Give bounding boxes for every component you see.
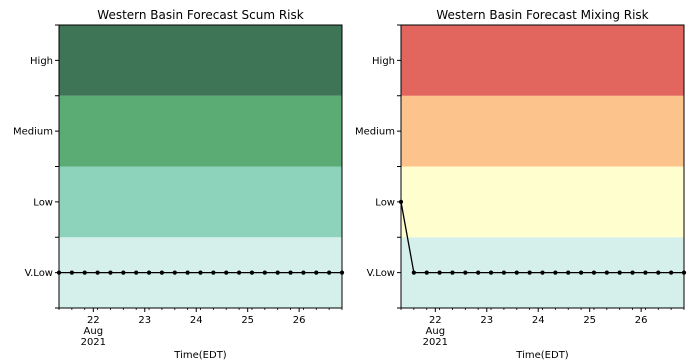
data-point (411, 270, 416, 275)
data-point (514, 270, 519, 275)
data-point (301, 270, 306, 275)
x-tick-label: 23 (138, 315, 151, 326)
data-point (463, 270, 468, 275)
x-tick-label: 26 (293, 315, 306, 326)
data-point (108, 270, 113, 275)
x-tick-label: 23 (480, 315, 493, 326)
data-point (185, 270, 190, 275)
data-point (69, 270, 74, 275)
data-point (82, 270, 87, 275)
plot-frame (58, 24, 343, 309)
x-tick-label: 24 (190, 315, 203, 326)
data-point (527, 270, 532, 275)
data-point (566, 270, 571, 275)
data-point (437, 270, 442, 275)
data-point (630, 270, 635, 275)
risk-band-high (59, 25, 342, 96)
chart-title: Western Basin Forecast Mixing Risk (436, 8, 648, 22)
y-tick-label: Medium (13, 127, 53, 138)
y-tick-label: V.Low (367, 268, 395, 279)
data-point (553, 270, 558, 275)
data-point (121, 270, 126, 275)
x-tick-label: 22 (87, 315, 100, 326)
risk-band-medium (401, 95, 684, 167)
y-tick-label: Low (33, 197, 53, 208)
y-tick-label: Medium (355, 127, 395, 138)
x-tick-label: 26 (635, 315, 648, 326)
data-point (669, 270, 674, 275)
x-month-label: Aug (84, 326, 104, 337)
data-point (262, 270, 267, 275)
data-point (159, 270, 165, 275)
x-tick-label: 25 (241, 315, 254, 326)
risk-band-low (59, 166, 342, 238)
x-year-label: 2021 (423, 337, 448, 348)
data-point (236, 270, 242, 275)
x-tick-label: 25 (583, 315, 596, 326)
y-tick-label: High (30, 56, 53, 67)
x-month-label: Aug (426, 326, 446, 337)
x-year-label: 2021 (81, 337, 106, 348)
data-point (501, 270, 507, 275)
y-tick-label: V.Low (25, 268, 53, 279)
data-point (95, 270, 100, 275)
x-tick-label: 24 (532, 315, 545, 326)
risk-band-high (401, 25, 684, 96)
x-axis-label: Time(EDT) (173, 350, 227, 360)
x-tick-label: 22 (429, 315, 442, 326)
data-point (172, 270, 177, 275)
data-point (450, 270, 455, 275)
chart-title: Western Basin Forecast Scum Risk (97, 8, 303, 22)
data-point (656, 270, 661, 275)
risk-band-low (401, 166, 684, 238)
data-point (275, 270, 280, 275)
data-point (424, 270, 429, 275)
data-point (591, 270, 597, 275)
y-tick-label: High (372, 56, 395, 67)
data-point (314, 270, 319, 275)
data-point (134, 270, 139, 275)
data-point (224, 270, 229, 275)
data-point (327, 270, 332, 275)
data-point (249, 270, 255, 275)
plot-frame (400, 24, 685, 309)
data-point (604, 270, 609, 275)
data-point (198, 270, 203, 275)
data-point (540, 270, 545, 275)
data-point (578, 270, 584, 275)
data-point (476, 270, 481, 275)
data-point (617, 270, 622, 275)
y-tick-label: Low (375, 197, 395, 208)
data-point (643, 270, 648, 275)
data-point (488, 270, 494, 275)
risk-band-medium (59, 95, 342, 167)
data-point (211, 270, 216, 275)
data-point (146, 270, 152, 275)
x-axis-label: Time(EDT) (515, 350, 569, 360)
data-point (288, 270, 293, 275)
